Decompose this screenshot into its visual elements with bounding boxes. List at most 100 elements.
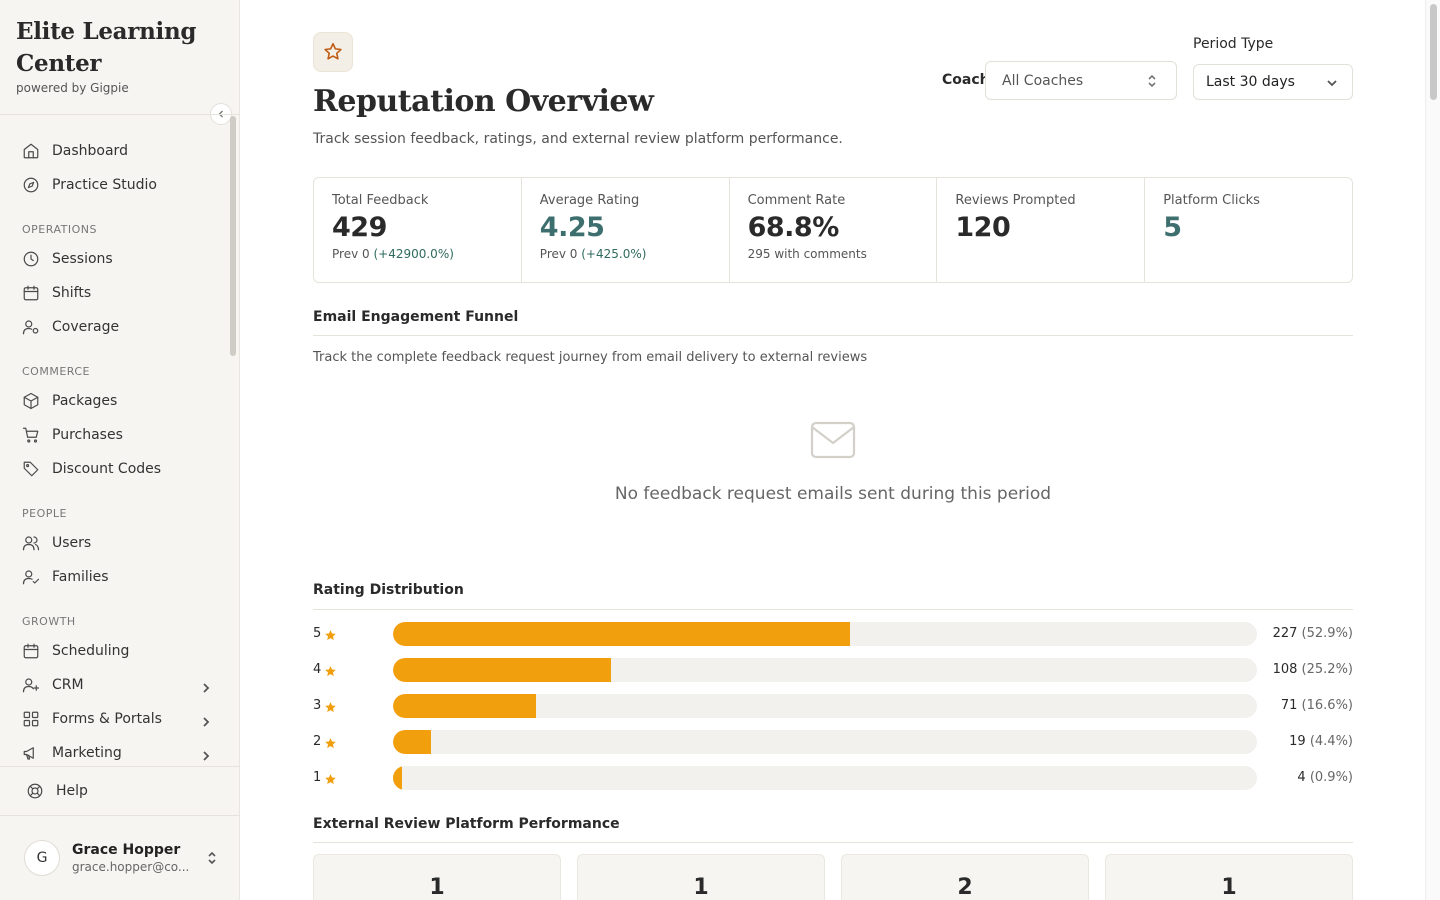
rating-count-value: 71	[1280, 698, 1298, 713]
sidebar-item-marketing[interactable]: Marketing	[14, 736, 226, 766]
platform-card: 1	[1105, 854, 1353, 900]
sidebar: Elite Learning Center powered by Gigpie …	[0, 0, 240, 900]
stat-prev: Prev 0	[539, 247, 582, 261]
stat-value: 68.8%	[747, 212, 840, 243]
rating-count: 71 (16.6%)	[1281, 698, 1353, 713]
star-icon	[324, 771, 337, 785]
rating-count: 19 (4.4%)	[1289, 734, 1353, 749]
stat-value: 4.25	[539, 212, 605, 243]
stat-prev: Prev 0	[332, 247, 374, 261]
sidebar-divider	[0, 815, 240, 816]
sidebar-item-sessions[interactable]: Sessions	[14, 242, 226, 276]
stat-label: Total Feedback	[332, 193, 429, 208]
funnel-section-title: Email Engagement Funnel	[313, 309, 519, 325]
page-description: Track session feedback, ratings, and ext…	[313, 131, 843, 147]
sidebar-item-shifts[interactable]: Shifts	[14, 276, 226, 310]
stat-change: (+425.0%)	[581, 247, 647, 261]
stat-card-total-feedback: Total Feedback 429 Prev 0 (+42900.0%)	[314, 178, 522, 282]
rating-row: 2 19 (4.4%)	[313, 730, 1353, 754]
star-icon	[324, 699, 337, 713]
box-icon	[22, 392, 40, 410]
funnel-description: Track the complete feedback request jour…	[313, 350, 868, 365]
nav-section-title: OPERATIONS	[22, 223, 97, 236]
help-button[interactable]: Help	[18, 774, 218, 808]
stat-subtext: Prev 0 (+425.0%)	[540, 247, 711, 261]
chevron-down-icon	[1327, 80, 1337, 87]
rating-count: 108 (25.2%)	[1273, 662, 1353, 677]
avatar: G	[24, 840, 60, 876]
mail-icon	[809, 418, 857, 462]
coach-select[interactable]: All Coaches	[985, 61, 1177, 100]
stat-subtext: 295 with comments	[747, 247, 867, 261]
sidebar-item-label: Forms & Portals	[52, 711, 162, 727]
brand-title: Elite Learning Center	[16, 18, 197, 77]
home-icon	[22, 142, 40, 160]
sidebar-item-label: Marketing	[52, 745, 122, 761]
platform-card: 1	[313, 854, 561, 900]
sidebar-item-discount-codes[interactable]: Discount Codes	[14, 452, 226, 486]
star-icon	[313, 32, 353, 72]
stat-card-reviews-prompted: Reviews Prompted 120	[937, 178, 1146, 282]
sidebar-item-label: Dashboard	[52, 143, 128, 159]
rating-bar-fill	[393, 730, 432, 754]
users-icon	[22, 534, 40, 552]
funnel-empty-message: No feedback request emails sent during t…	[614, 484, 1052, 504]
sidebar-item-practice-studio[interactable]: Practice Studio	[14, 168, 226, 202]
user-menu[interactable]: G Grace Hopper grace.hopper@co...	[24, 838, 224, 878]
sidebar-item-scheduling[interactable]: Scheduling	[14, 634, 226, 668]
rating-count-value: 19	[1289, 734, 1306, 749]
lifebuoy-icon	[27, 783, 43, 799]
sidebar-item-purchases[interactable]: Purchases	[14, 418, 226, 452]
sidebar-scrollbar[interactable]	[230, 116, 236, 356]
sidebar-item-coverage[interactable]: Coverage	[14, 310, 226, 344]
section-divider	[313, 609, 1353, 610]
rating-bar-track	[393, 730, 1257, 754]
sidebar-item-label: Packages	[52, 393, 118, 409]
platform-value: 2	[957, 875, 973, 900]
clock-icon	[22, 250, 40, 268]
period-type-select[interactable]: Last 30 days	[1193, 64, 1353, 100]
nav-section-title: PEOPLE	[22, 507, 67, 520]
rating-percentage: (16.6%)	[1301, 698, 1353, 713]
rating-stars-label: 4	[313, 662, 322, 677]
sidebar-item-label: Coverage	[52, 319, 120, 335]
platform-value: 1	[1221, 875, 1237, 900]
cart-icon	[22, 426, 40, 444]
sidebar-item-packages[interactable]: Packages	[14, 384, 226, 418]
period-type-label: Period Type	[1193, 36, 1274, 52]
sidebar-item-label: Discount Codes	[52, 461, 162, 477]
page-scrollbar-thumb[interactable]	[1430, 4, 1437, 100]
chevrons-up-down-icon	[1148, 74, 1156, 88]
rating-bar-track	[393, 658, 1257, 682]
chevron-right-icon	[200, 747, 212, 761]
page-title: Reputation Overview	[313, 84, 654, 119]
sidebar-item-families[interactable]: Families	[14, 560, 226, 594]
rating-distribution-title: Rating Distribution	[313, 582, 464, 598]
sidebar-item-dashboard[interactable]: Dashboard	[14, 134, 226, 168]
sidebar-item-label: Practice Studio	[52, 177, 157, 193]
rating-count-value: 227	[1272, 626, 1298, 641]
sidebar-item-forms-portals[interactable]: Forms & Portals	[14, 702, 226, 736]
tag-icon	[22, 460, 40, 478]
sidebar-item-crm[interactable]: CRM	[14, 668, 226, 702]
rating-stars-label: 3	[313, 698, 322, 713]
grid-icon	[22, 710, 40, 728]
sidebar-divider	[0, 114, 240, 115]
sidebar-item-label: Users	[52, 535, 92, 551]
rating-percentage: (4.4%)	[1309, 734, 1353, 749]
stat-label: Platform Clicks	[1163, 193, 1260, 208]
main-content: Reputation Overview Track session feedba…	[240, 0, 1425, 900]
star-icon	[324, 663, 337, 677]
sidebar-item-users[interactable]: Users	[14, 526, 226, 560]
stat-card-platform-clicks: Platform Clicks 5	[1145, 178, 1352, 282]
platform-value: 1	[693, 875, 709, 900]
section-divider	[313, 842, 1353, 843]
rating-stars-label: 1	[313, 770, 322, 785]
user-plus-icon	[22, 676, 40, 694]
rating-count-value: 4	[1297, 770, 1306, 785]
sidebar-item-label: Families	[52, 569, 109, 585]
page-scrollbar[interactable]	[1425, 0, 1440, 900]
calendar-icon	[22, 642, 40, 660]
rating-count: 4 (0.9%)	[1297, 770, 1353, 785]
help-label: Help	[56, 783, 88, 799]
